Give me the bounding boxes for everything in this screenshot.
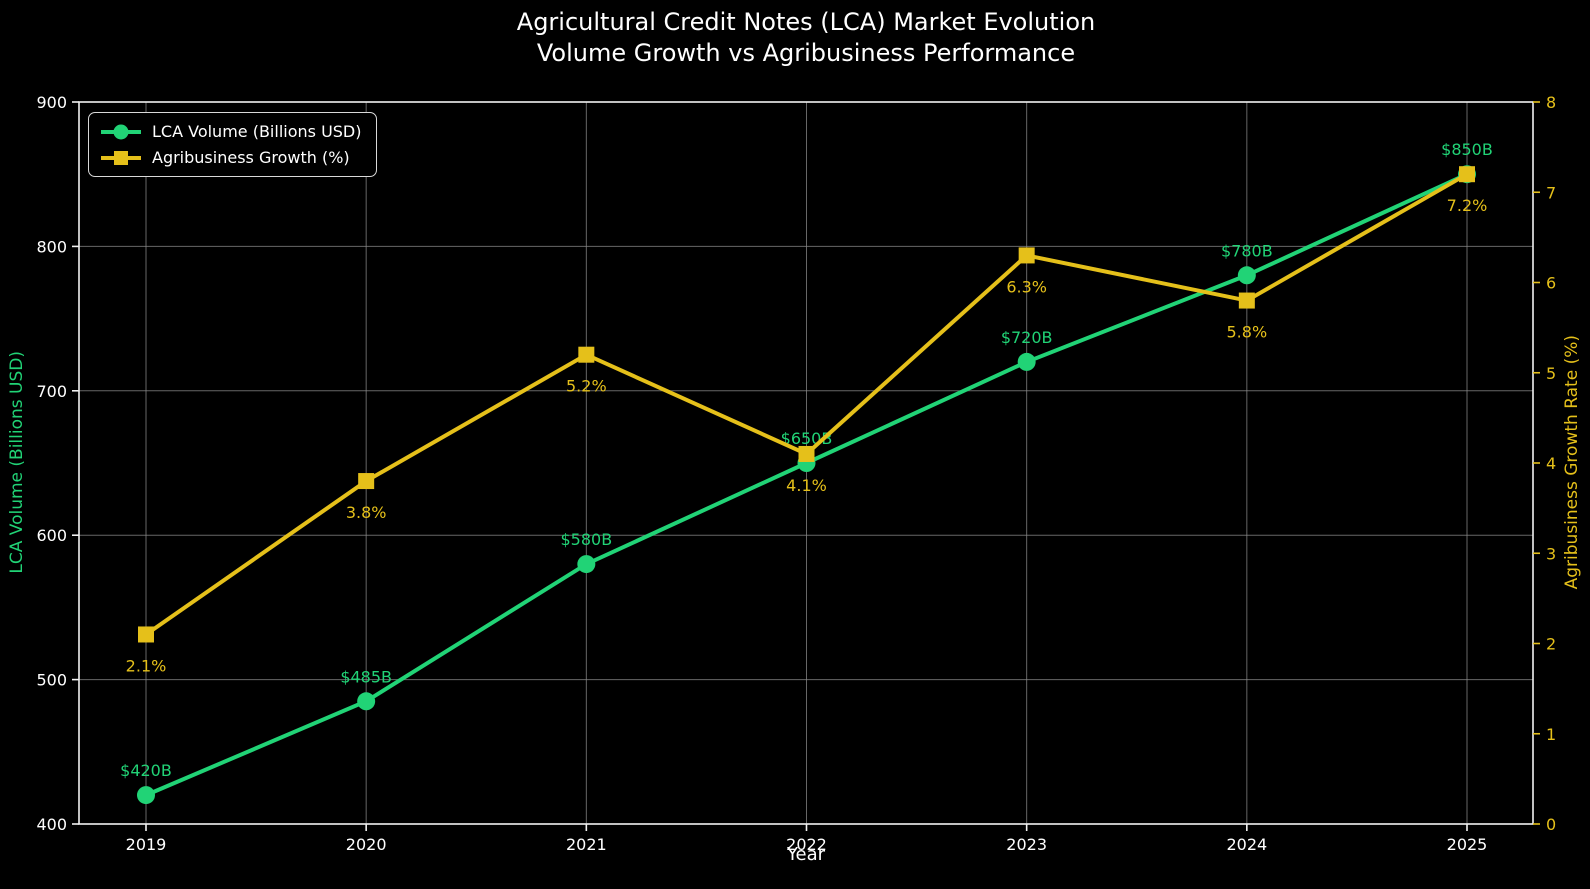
right-tick-label: 3 xyxy=(1546,544,1556,563)
data-point-label: $720B xyxy=(1001,328,1053,347)
right-tick-label: 7 xyxy=(1546,183,1556,202)
data-point-label: 2.1% xyxy=(126,656,167,675)
data-point-marker xyxy=(137,786,155,805)
x-tick-label: 2023 xyxy=(1006,835,1047,854)
left-tick-label: 400 xyxy=(36,815,67,834)
left-tick-label: 700 xyxy=(36,382,67,401)
data-point-label: 5.8% xyxy=(1227,323,1268,342)
data-point-marker xyxy=(1017,352,1036,371)
data-point-marker xyxy=(578,346,595,363)
data-point-marker xyxy=(1238,292,1255,309)
legend-label-lca-volume: LCA Volume (Billions USD) xyxy=(152,122,362,141)
data-point-marker xyxy=(1459,166,1475,183)
chart-title: Agricultural Credit Notes (LCA) Market E… xyxy=(79,7,1533,69)
data-point-label: 6.3% xyxy=(1006,277,1047,296)
data-point-label: 5.2% xyxy=(566,377,607,396)
left-axis-title: LCA Volume (Billions USD) xyxy=(7,350,27,574)
data-point-label: $420B xyxy=(120,761,172,780)
data-point-marker xyxy=(358,473,375,490)
x-tick-label: 2024 xyxy=(1226,835,1267,854)
data-point-marker xyxy=(138,626,154,643)
data-point-label: 4.1% xyxy=(786,476,827,495)
right-tick-label: 8 xyxy=(1546,93,1556,112)
right-tick-label: 1 xyxy=(1546,725,1556,744)
data-point-marker xyxy=(357,692,376,711)
x-tick-label: 2020 xyxy=(346,835,387,854)
right-tick-label: 6 xyxy=(1546,274,1556,293)
data-point-label: 7.2% xyxy=(1447,196,1488,215)
right-tick-label: 2 xyxy=(1546,635,1556,654)
chart-title-line1: Agricultural Credit Notes (LCA) Market E… xyxy=(516,8,1096,36)
legend-label-agribusiness-growth: Agribusiness Growth (%) xyxy=(152,148,350,167)
right-tick-label: 4 xyxy=(1546,454,1556,473)
legend-item-lca-volume: LCA Volume (Billions USD) xyxy=(100,122,362,141)
data-point-marker xyxy=(1018,247,1035,264)
data-point-marker xyxy=(577,555,596,574)
x-axis-title: Year xyxy=(786,844,826,865)
x-tick-label: 2021 xyxy=(566,835,607,854)
right-axis-title: Agribusiness Growth Rate (%) xyxy=(1562,334,1582,590)
data-point-label: 3.8% xyxy=(346,503,387,522)
legend-line-circle-marker-icon xyxy=(101,124,141,139)
chart-title-line2: Volume Growth vs Agribusiness Performanc… xyxy=(536,39,1076,67)
right-tick-label: 0 xyxy=(1546,815,1556,834)
x-tick-label: 2022 xyxy=(786,835,827,854)
data-point-label: $780B xyxy=(1221,241,1273,260)
data-point-marker xyxy=(1237,266,1256,285)
data-point-label: $485B xyxy=(340,667,392,686)
legend: LCA Volume (Billions USD) Agribusiness G… xyxy=(88,112,377,177)
left-tick-label: 600 xyxy=(36,526,67,545)
left-tick-label: 800 xyxy=(36,237,67,256)
left-tick-label: 500 xyxy=(36,671,67,690)
right-tick-label: 5 xyxy=(1546,364,1556,383)
legend-item-agribusiness-growth: Agribusiness Growth (%) xyxy=(100,148,362,167)
left-tick-label: 900 xyxy=(36,93,67,112)
x-tick-label: 2019 xyxy=(126,835,167,854)
legend-line-square-marker-icon xyxy=(101,150,141,165)
data-point-label: $850B xyxy=(1441,140,1493,159)
data-point-label: $580B xyxy=(560,530,612,549)
data-point-marker xyxy=(798,445,815,462)
x-tick-label: 2025 xyxy=(1447,835,1488,854)
